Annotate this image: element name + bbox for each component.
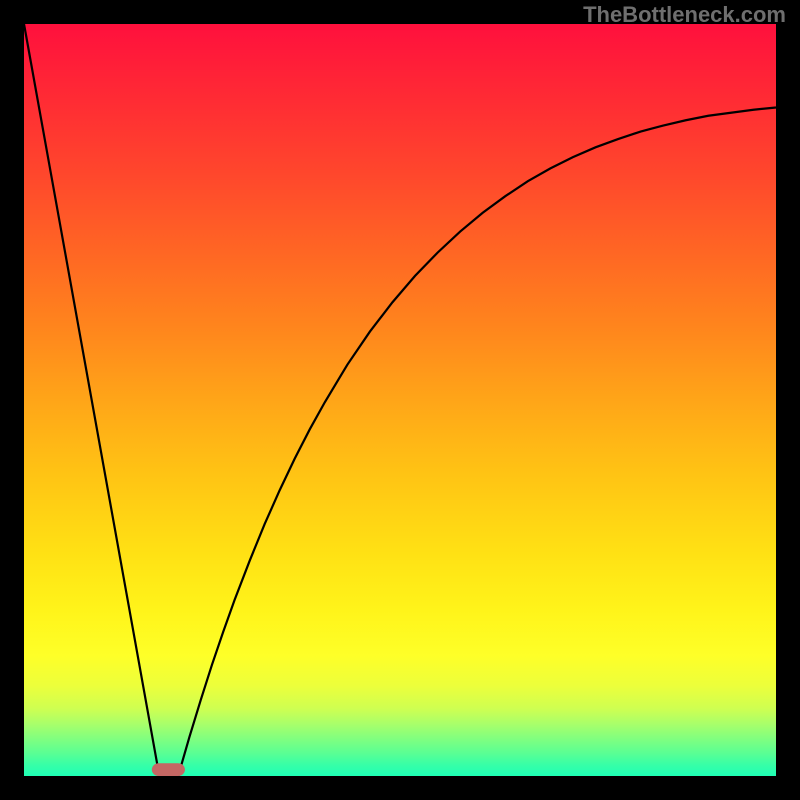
watermark-text: TheBottleneck.com — [583, 2, 786, 28]
optimal-marker — [152, 763, 185, 776]
plot-area — [24, 24, 776, 776]
chart-container: TheBottleneck.com — [0, 0, 800, 800]
bottleneck-chart — [0, 0, 800, 800]
